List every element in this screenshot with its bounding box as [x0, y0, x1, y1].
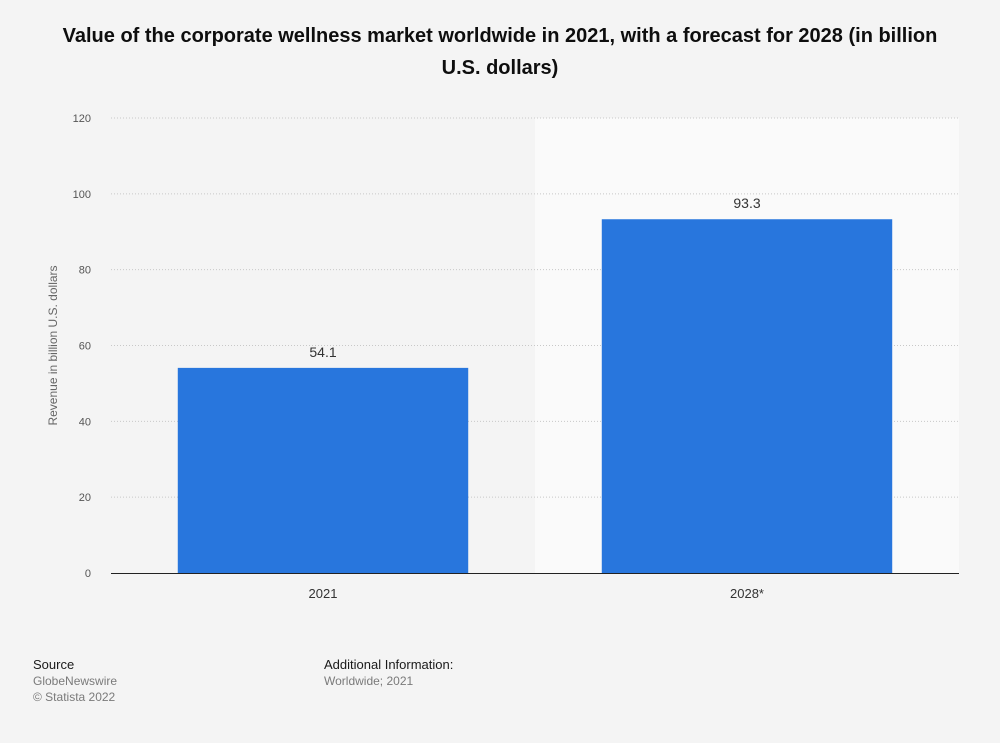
y-tick-label: 60: [79, 341, 91, 353]
y-tick-label: 100: [73, 189, 91, 201]
y-tick-label: 0: [85, 568, 91, 580]
y-tick-label: 80: [79, 265, 91, 277]
data-label: 54.1: [309, 344, 336, 360]
additional-info-text: Worldwide; 2021: [324, 674, 414, 688]
data-label: 93.3: [733, 195, 760, 211]
bar-chart: 0 20 40 60 80 100 120 Revenue in billion U.S. d…: [46, 113, 959, 601]
y-tick-label: 40: [79, 416, 91, 428]
bar[interactable]: [177, 367, 469, 573]
y-tick-label: 20: [79, 492, 91, 504]
additional-info-heading: Additional Information:: [324, 657, 454, 672]
additional-info-block: Additional Information: Worldwide; 2021: [324, 657, 453, 689]
copyright: © Statista 2022: [33, 690, 116, 704]
chart-title: Value of the corporate wellness market w…: [62, 25, 938, 79]
source-name[interactable]: GlobeNewswire: [33, 674, 118, 688]
y-axis-title: Revenue in billion U.S. dollars: [46, 265, 60, 425]
x-tick-label: 2021: [309, 586, 338, 601]
x-tick-label: 2028*: [730, 586, 764, 601]
source-block: Source GlobeNewswire © Statista 2022: [33, 657, 117, 705]
y-tick-label: 120: [73, 113, 91, 125]
bar[interactable]: [601, 219, 893, 574]
source-heading: Source: [33, 657, 75, 672]
